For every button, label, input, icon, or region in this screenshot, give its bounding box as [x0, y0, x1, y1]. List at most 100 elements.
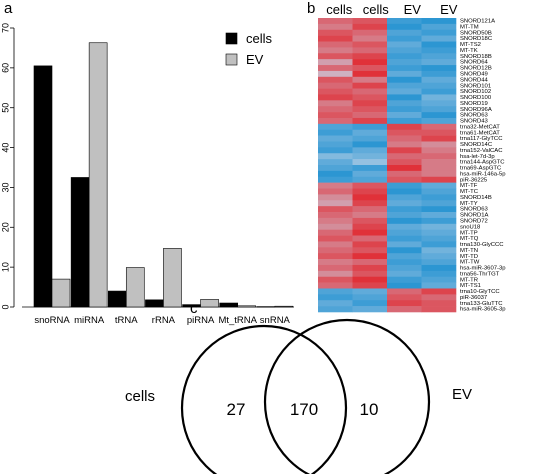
- heatmap-row-label: hsa-miR-3605-3p: [460, 307, 506, 313]
- heatmap-cell: [421, 18, 457, 25]
- heatmap-cell: [421, 276, 457, 283]
- heatmap-cell: [421, 264, 457, 272]
- heatmap-cell: [421, 206, 457, 213]
- heatmap-row-label: trna69-AspGTC: [460, 166, 502, 172]
- heatmap-cell: [352, 117, 388, 125]
- heatmap-cell: [421, 153, 457, 160]
- heatmap-row-label: trna144-AspGTC: [460, 160, 505, 166]
- heatmap-row-label: trna130-GlyCCC: [460, 242, 504, 248]
- heatmap-cell: [318, 306, 353, 313]
- heatmap-cell: [387, 147, 422, 154]
- heatmap-cell: [387, 270, 422, 278]
- heatmap-cell: [387, 41, 422, 48]
- heatmap-cell: [318, 176, 353, 183]
- heatmap-row-label: trna61-MetCAT: [460, 130, 500, 136]
- heatmap-row-label: hsa-let-7d-3p: [460, 154, 495, 160]
- heatmap-cell: [352, 41, 388, 48]
- heatmap-cell: [352, 253, 388, 260]
- heatmap-row-label: MT-TD: [460, 254, 478, 260]
- heatmap-cell: [318, 264, 353, 272]
- panel-label-b: b: [307, 0, 316, 17]
- x-tick-label: tRNA: [115, 315, 138, 326]
- heatmap-row-label: SNORD100: [460, 95, 492, 101]
- heatmap-cell: [318, 123, 353, 131]
- heatmap-cell: [318, 41, 353, 48]
- legend-swatch-ev: [225, 53, 238, 66]
- heatmap-cell: [318, 153, 353, 160]
- heatmap-cell: [318, 35, 353, 42]
- heatmap-cell: [352, 100, 388, 107]
- y-tick-label: 50: [0, 103, 10, 113]
- panel-label-a: a: [4, 0, 13, 17]
- heatmap-row-label: SNORD64: [460, 60, 489, 66]
- heatmap-cell: [421, 106, 457, 113]
- heatmap-cell: [352, 47, 388, 54]
- heatmap-row-label: MT-TP: [460, 230, 478, 236]
- heatmap-cell: [421, 94, 457, 101]
- venn-set-label-cells: cells: [125, 388, 155, 405]
- heatmap-cell: [387, 206, 422, 213]
- heatmap-row-label: MT-TS1: [460, 283, 481, 289]
- heatmap-cell: [318, 270, 353, 278]
- bar-ev-trna: [125, 267, 145, 308]
- heatmap-cell: [387, 223, 422, 230]
- venn-count-ev-only: 10: [360, 400, 379, 419]
- heatmap-cell: [318, 147, 353, 154]
- heatmap-cell: [421, 270, 457, 278]
- heatmap-row-label: MT-TF: [460, 183, 478, 189]
- heatmap-cell: [318, 194, 353, 201]
- heatmap-cell: [318, 200, 353, 207]
- heatmap-cell: [421, 182, 457, 189]
- heatmap-cell: [421, 188, 457, 195]
- heatmap-cell: [421, 23, 457, 31]
- heatmap-cell: [352, 35, 388, 42]
- heatmap-cell: [387, 253, 422, 260]
- venn-circle-cells: [180, 324, 348, 474]
- heatmap-row-label: SNORD50B: [460, 30, 492, 36]
- heatmap-cell: [352, 82, 388, 89]
- heatmap-cell: [387, 288, 422, 295]
- heatmap-row-label: SNORD121A: [460, 19, 495, 25]
- heatmap-cell: [421, 159, 457, 166]
- heatmap-cell: [387, 82, 422, 89]
- heatmap-cell: [318, 135, 353, 142]
- heatmap-cell: [421, 82, 457, 89]
- heatmap-cell: [352, 129, 388, 136]
- heatmap-column-label: EV: [440, 2, 458, 17]
- heatmap-cell: [318, 229, 353, 236]
- x-tick-label: snoRNA: [34, 315, 70, 326]
- heatmap-cell: [387, 176, 422, 183]
- heatmap-cell: [318, 282, 353, 289]
- heatmap-row-label: SNORD14B: [460, 195, 492, 201]
- heatmap-cell: [387, 247, 422, 254]
- heatmap-cell: [352, 176, 388, 183]
- heatmap-cell: [318, 300, 353, 307]
- heatmap-cell: [387, 194, 422, 201]
- heatmap-cell: [387, 182, 422, 189]
- heatmap-row-label: SNORD102: [460, 89, 491, 95]
- heatmap-row-label: MT-TS2: [460, 42, 481, 48]
- heatmap-row-label: MT-TQ: [460, 236, 479, 242]
- heatmap-row-label: SNORD72: [460, 219, 488, 225]
- heatmap-row-label: piR-36225: [460, 177, 488, 183]
- heatmap-cell: [318, 165, 353, 172]
- heatmap-cell: [352, 123, 388, 131]
- heatmap-cell: [421, 235, 457, 242]
- heatmap-cell: [352, 223, 388, 230]
- heatmap-cell: [352, 18, 388, 25]
- heatmap-cell: [352, 282, 388, 289]
- venn-count-intersection: 170: [290, 400, 318, 419]
- heatmap-cell: [352, 288, 388, 295]
- venn-diagram: cells EV 27 170 10: [125, 318, 472, 474]
- heatmap-cell: [421, 135, 457, 142]
- heatmap-cell: [421, 59, 457, 66]
- heatmap-cell: [387, 170, 422, 178]
- heatmap-cell: [318, 259, 353, 266]
- heatmap-cell: [387, 217, 422, 225]
- heatmap-cell: [318, 217, 353, 225]
- heatmap-cell: [421, 29, 457, 36]
- heatmap-cell: [318, 170, 353, 178]
- bar-ev-pirna: [200, 299, 219, 308]
- heatmap-row-label: hsa-miR-146a-5p: [460, 171, 506, 177]
- legend-label-cells: cells: [246, 31, 273, 46]
